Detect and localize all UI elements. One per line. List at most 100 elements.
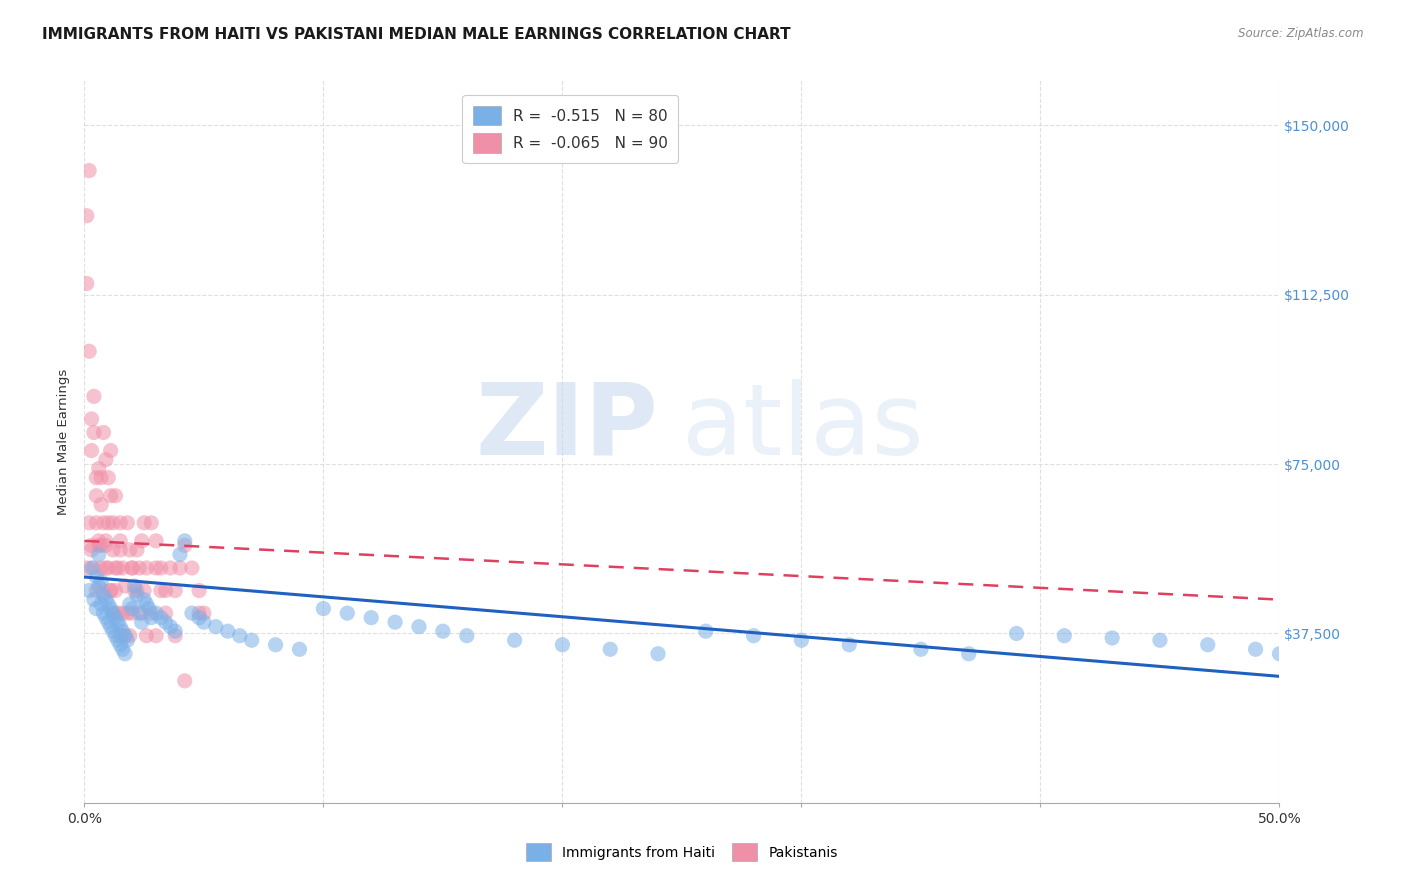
- Point: [97, 516, 120, 530]
- Point: [551, 638, 574, 652]
- Point: [90, 574, 112, 589]
- Point: [159, 620, 181, 634]
- Point: [145, 629, 167, 643]
- Point: [149, 561, 172, 575]
- Legend: Immigrants from Haiti, Pakistanis: Immigrants from Haiti, Pakistanis: [519, 837, 845, 868]
- Point: [104, 583, 127, 598]
- Point: [121, 606, 143, 620]
- Point: [111, 642, 134, 657]
- Point: [114, 579, 136, 593]
- Point: [790, 633, 813, 648]
- Point: [312, 601, 335, 615]
- Point: [87, 579, 110, 593]
- Point: [135, 629, 157, 643]
- Point: [181, 606, 204, 620]
- Point: [77, 163, 100, 178]
- Point: [141, 610, 163, 624]
- Point: [90, 470, 112, 484]
- Point: [86, 583, 108, 598]
- Point: [94, 561, 117, 575]
- Point: [408, 620, 430, 634]
- Point: [100, 489, 122, 503]
- Point: [94, 452, 117, 467]
- Point: [125, 583, 148, 598]
- Point: [87, 533, 110, 548]
- Point: [87, 461, 110, 475]
- Point: [165, 629, 187, 643]
- Point: [90, 538, 112, 552]
- Point: [149, 583, 172, 598]
- Point: [94, 533, 117, 548]
- Point: [80, 561, 103, 575]
- Point: [101, 542, 124, 557]
- Point: [87, 548, 110, 562]
- Point: [94, 610, 117, 624]
- Point: [104, 489, 127, 503]
- Point: [107, 561, 129, 575]
- Point: [86, 470, 108, 484]
- Point: [456, 629, 478, 643]
- Point: [125, 542, 148, 557]
- Point: [83, 389, 105, 403]
- Point: [1197, 638, 1219, 652]
- Point: [100, 443, 122, 458]
- Point: [141, 606, 163, 620]
- Point: [86, 489, 108, 503]
- Point: [90, 561, 112, 575]
- Point: [141, 516, 163, 530]
- Point: [131, 533, 153, 548]
- Point: [910, 642, 932, 657]
- Y-axis label: Median Male Earnings: Median Male Earnings: [58, 368, 70, 515]
- Point: [90, 597, 112, 611]
- Point: [94, 592, 117, 607]
- Point: [432, 624, 454, 639]
- Point: [229, 629, 252, 643]
- Point: [188, 583, 211, 598]
- Text: Source: ZipAtlas.com: Source: ZipAtlas.com: [1239, 27, 1364, 40]
- Point: [77, 344, 100, 359]
- Point: [165, 624, 187, 639]
- Point: [80, 412, 103, 426]
- Text: ZIP: ZIP: [475, 378, 658, 475]
- Point: [264, 638, 287, 652]
- Point: [114, 629, 136, 643]
- Point: [647, 647, 669, 661]
- Point: [110, 638, 132, 652]
- Point: [155, 615, 177, 630]
- Point: [288, 642, 311, 657]
- Point: [117, 516, 139, 530]
- Point: [188, 610, 211, 624]
- Point: [193, 606, 215, 620]
- Point: [110, 542, 132, 557]
- Point: [80, 443, 103, 458]
- Point: [121, 561, 143, 575]
- Point: [1053, 629, 1076, 643]
- Point: [100, 583, 122, 598]
- Point: [360, 610, 382, 624]
- Point: [742, 629, 765, 643]
- Point: [107, 633, 129, 648]
- Point: [107, 615, 129, 630]
- Point: [240, 633, 263, 648]
- Point: [1244, 642, 1267, 657]
- Point: [205, 620, 228, 634]
- Point: [97, 561, 120, 575]
- Point: [80, 538, 103, 552]
- Point: [132, 516, 156, 530]
- Point: [83, 561, 105, 575]
- Point: [110, 620, 132, 634]
- Point: [217, 624, 239, 639]
- Point: [117, 633, 139, 648]
- Point: [125, 588, 148, 602]
- Point: [77, 516, 100, 530]
- Point: [188, 606, 211, 620]
- Point: [193, 615, 215, 630]
- Point: [599, 642, 621, 657]
- Point: [838, 638, 860, 652]
- Point: [104, 561, 127, 575]
- Point: [93, 425, 115, 440]
- Point: [159, 561, 181, 575]
- Point: [101, 624, 124, 639]
- Text: IMMIGRANTS FROM HAITI VS PAKISTANI MEDIAN MALE EARNINGS CORRELATION CHART: IMMIGRANTS FROM HAITI VS PAKISTANI MEDIA…: [42, 27, 790, 42]
- Point: [93, 606, 115, 620]
